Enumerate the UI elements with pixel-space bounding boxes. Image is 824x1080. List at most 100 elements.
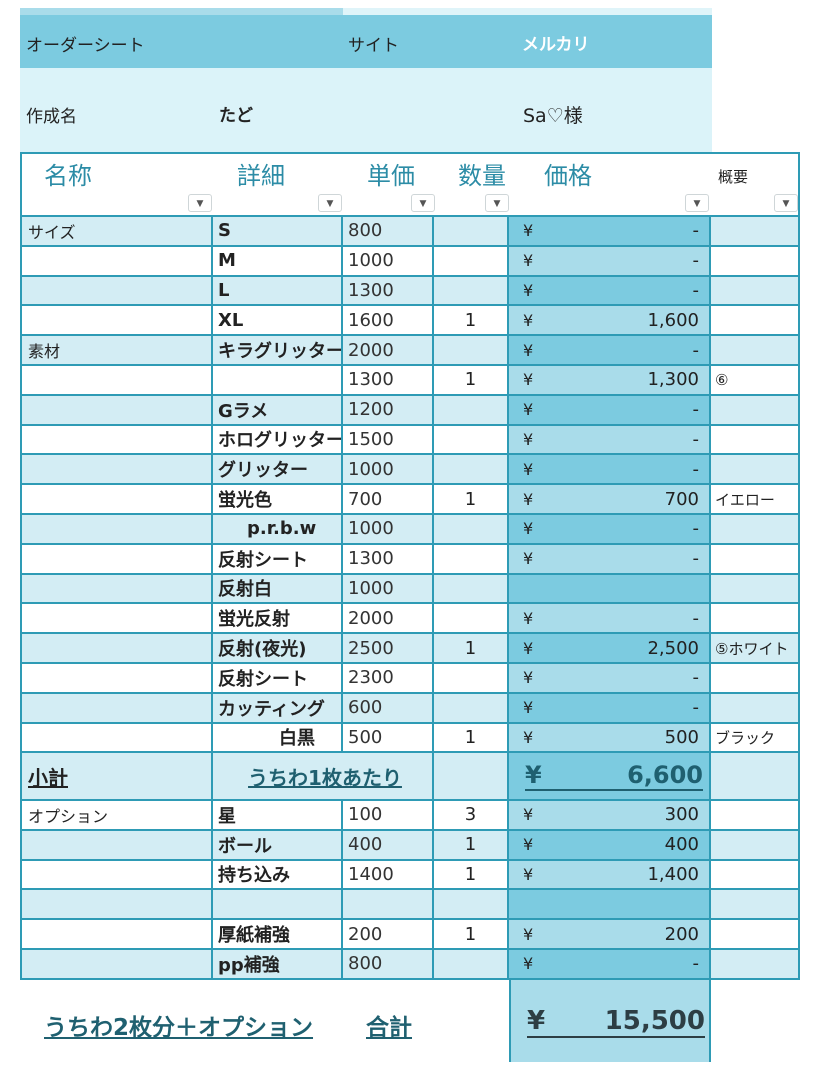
filter-dropdown-icon[interactable]: ▼: [411, 194, 435, 212]
detail-cell[interactable]: 反射シート: [213, 544, 343, 575]
detail-cell[interactable]: グリッター: [213, 455, 343, 486]
detail-cell[interactable]: キラグリッター: [213, 336, 343, 366]
price-cell[interactable]: ¥200: [509, 920, 711, 950]
detail-cell[interactable]: [213, 890, 343, 921]
unit-price-cell[interactable]: 100: [343, 801, 434, 831]
detail-cell[interactable]: カッティング: [213, 693, 343, 724]
unit-price-cell[interactable]: 500: [343, 723, 434, 754]
name-cell[interactable]: [20, 246, 213, 277]
summary-cell[interactable]: [711, 246, 800, 277]
name-cell[interactable]: [20, 485, 213, 515]
price-cell[interactable]: ¥ -: [509, 950, 711, 980]
detail-cell[interactable]: XL: [213, 306, 343, 337]
unit-price-cell[interactable]: 800: [343, 217, 434, 247]
summary-cell[interactable]: [711, 801, 800, 831]
summary-cell[interactable]: [711, 276, 800, 307]
quantity-cell[interactable]: [434, 276, 509, 307]
customer-name[interactable]: Sa♡様: [523, 105, 583, 127]
price-cell[interactable]: ¥ -: [509, 515, 711, 545]
summary-cell[interactable]: [711, 395, 800, 426]
price-cell[interactable]: ¥ -: [509, 276, 711, 307]
price-cell[interactable]: ¥ -: [509, 664, 711, 694]
quantity-cell[interactable]: 1: [434, 306, 509, 337]
quantity-cell[interactable]: [434, 395, 509, 426]
detail-cell[interactable]: S: [213, 217, 343, 247]
name-cell[interactable]: オプション: [20, 801, 213, 831]
name-cell[interactable]: [20, 664, 213, 694]
price-cell[interactable]: ¥ -: [509, 246, 711, 277]
filter-dropdown-icon[interactable]: ▼: [485, 194, 509, 212]
unit-price-cell[interactable]: 2000: [343, 604, 434, 635]
summary-cell[interactable]: [711, 604, 800, 635]
detail-cell[interactable]: Gラメ: [213, 395, 343, 426]
unit-price-cell[interactable]: [343, 890, 434, 921]
unit-price-cell[interactable]: 2500: [343, 634, 434, 664]
quantity-cell[interactable]: [434, 246, 509, 277]
unit-price-cell[interactable]: 1500: [343, 425, 434, 456]
price-cell[interactable]: ¥ -: [509, 544, 711, 575]
name-cell[interactable]: [20, 366, 213, 396]
detail-cell[interactable]: 白黒: [213, 723, 343, 754]
summary-cell[interactable]: ⑤ホワイト: [711, 634, 800, 664]
name-cell[interactable]: [20, 950, 213, 980]
filter-dropdown-icon[interactable]: ▼: [685, 194, 709, 212]
summary-cell[interactable]: [711, 217, 800, 247]
quantity-cell[interactable]: [434, 693, 509, 724]
detail-cell[interactable]: 反射シート: [213, 664, 343, 694]
name-cell[interactable]: [20, 395, 213, 426]
price-cell[interactable]: ¥ -: [509, 425, 711, 456]
quantity-cell[interactable]: [434, 890, 509, 921]
quantity-cell[interactable]: [434, 455, 509, 486]
detail-cell[interactable]: 持ち込み: [213, 860, 343, 891]
unit-price-cell[interactable]: 2300: [343, 664, 434, 694]
quantity-cell[interactable]: [434, 664, 509, 694]
summary-cell[interactable]: [711, 515, 800, 545]
summary-cell[interactable]: [711, 455, 800, 486]
summary-cell[interactable]: [711, 544, 800, 575]
unit-price-cell[interactable]: 1300: [343, 366, 434, 396]
price-cell[interactable]: ¥1,300: [509, 366, 711, 396]
name-cell[interactable]: [20, 276, 213, 307]
detail-cell[interactable]: L: [213, 276, 343, 307]
price-cell[interactable]: ¥ -: [509, 217, 711, 247]
filter-dropdown-icon[interactable]: ▼: [774, 194, 798, 212]
quantity-cell[interactable]: 3: [434, 801, 509, 831]
unit-price-cell[interactable]: 1000: [343, 515, 434, 545]
summary-cell[interactable]: ブラック: [711, 723, 800, 754]
price-cell[interactable]: [509, 890, 711, 921]
summary-cell[interactable]: ⑥: [711, 366, 800, 396]
summary-cell[interactable]: [711, 336, 800, 366]
price-cell[interactable]: ¥300: [509, 801, 711, 831]
name-cell[interactable]: [20, 455, 213, 486]
detail-cell[interactable]: 蛍光色: [213, 485, 343, 515]
name-cell[interactable]: [20, 515, 213, 545]
unit-price-cell[interactable]: 1400: [343, 860, 434, 891]
filter-dropdown-icon[interactable]: ▼: [318, 194, 342, 212]
quantity-cell[interactable]: [434, 425, 509, 456]
quantity-cell[interactable]: 1: [434, 723, 509, 754]
unit-price-cell[interactable]: 1300: [343, 276, 434, 307]
quantity-cell[interactable]: [434, 574, 509, 605]
quantity-cell[interactable]: 1: [434, 366, 509, 396]
site-value[interactable]: メルカリ: [522, 35, 590, 55]
price-cell[interactable]: ¥1,600: [509, 306, 711, 337]
detail-cell[interactable]: pp補強: [213, 950, 343, 980]
quantity-cell[interactable]: 1: [434, 920, 509, 950]
name-cell[interactable]: [20, 860, 213, 891]
name-cell[interactable]: 素材: [20, 336, 213, 366]
filter-dropdown-icon[interactable]: ▼: [188, 194, 212, 212]
quantity-cell[interactable]: [434, 604, 509, 635]
price-cell[interactable]: ¥500: [509, 723, 711, 754]
quantity-cell[interactable]: 1: [434, 860, 509, 891]
summary-cell[interactable]: [711, 425, 800, 456]
creator-value[interactable]: たど: [219, 106, 253, 126]
detail-cell[interactable]: [213, 366, 343, 396]
detail-cell[interactable]: p.r.b.w: [213, 515, 343, 545]
detail-cell[interactable]: ボール: [213, 830, 343, 861]
unit-price-cell[interactable]: 1000: [343, 574, 434, 605]
name-cell[interactable]: [20, 574, 213, 605]
price-cell[interactable]: ¥ -: [509, 336, 711, 366]
name-cell[interactable]: [20, 425, 213, 456]
quantity-cell[interactable]: 1: [434, 485, 509, 515]
detail-cell[interactable]: M: [213, 246, 343, 277]
